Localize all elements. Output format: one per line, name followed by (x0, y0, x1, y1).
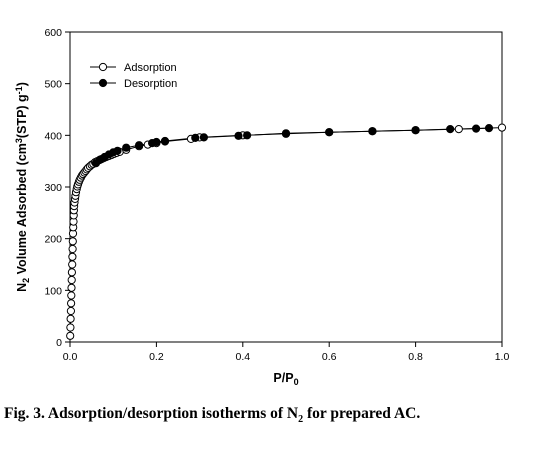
adsorption-point (66, 331, 75, 340)
desorption-point (281, 129, 291, 138)
y-tick-label: 200 (44, 234, 62, 246)
adsorption-point (67, 268, 77, 277)
series-markers (66, 123, 507, 340)
x-tick-label: 1.0 (495, 351, 510, 363)
desorption-point (122, 143, 131, 152)
desorption-point (160, 136, 170, 146)
desorption-point (135, 141, 144, 150)
legend: Adsorption Desorption (90, 62, 177, 90)
desorption-point (234, 131, 243, 140)
y-tick-label: 500 (44, 79, 62, 91)
series-line-adsorption (69, 127, 503, 336)
adsorption-point (67, 283, 76, 292)
y-tick-label: 0 (56, 337, 62, 349)
figure-caption: Fig. 3. Adsorption/desorption isotherms … (4, 405, 420, 425)
desorption-point (368, 127, 377, 136)
y-tick-label: 100 (44, 285, 62, 297)
adsorption-point (67, 275, 76, 285)
adsorption-point (68, 244, 77, 254)
y-axis-title: N2 Volume Adsorbed (cm3(STP) g-1) (14, 82, 31, 292)
x-axis-ticks: 0.0 0.2 0.4 0.6 0.8 1.0 (63, 342, 510, 363)
x-axis-title: P/P0 (273, 371, 298, 387)
legend-marker (98, 78, 108, 88)
adsorption-point (68, 252, 77, 261)
adsorption-point (66, 306, 76, 316)
legend-marker (98, 62, 108, 72)
x-tick-label: 0.2 (149, 351, 164, 363)
legend-label-desorption: Desorption (124, 78, 177, 90)
desorption-point (446, 125, 455, 134)
adsorption-point (454, 125, 463, 134)
adsorption-point (68, 260, 77, 269)
caption-suffix: for prepared AC. (303, 405, 421, 422)
x-tick-label: 0.0 (63, 351, 78, 363)
desorption-point (191, 133, 200, 142)
y-tick-label: 400 (44, 130, 62, 142)
x-tick-label: 0.8 (408, 351, 423, 363)
adsorption-point (66, 314, 75, 323)
adsorption-point (66, 323, 75, 332)
desorption-point (199, 133, 208, 142)
series-lines (69, 127, 503, 336)
desorption-point (243, 131, 252, 140)
x-tick-label: 0.6 (322, 351, 337, 363)
desorption-point (411, 126, 420, 135)
y-axis-ticks: 0 100 200 300 400 500 600 (44, 27, 70, 349)
adsorption-point (497, 123, 507, 132)
adsorption-point (67, 299, 76, 308)
desorption-point (472, 124, 481, 133)
caption-prefix: Fig. 3. Adsorption/desorption isotherms … (4, 405, 299, 422)
y-tick-label: 600 (44, 27, 62, 39)
isotherm-chart: 0.0 0.2 0.4 0.6 0.8 1.0 0 100 200 300 400 500 600 A… (14, 27, 510, 387)
x-tick-label: 0.4 (235, 351, 250, 363)
adsorption-point (68, 237, 77, 246)
y-tick-label: 300 (44, 182, 62, 194)
adsorption-point (67, 291, 76, 300)
plot-area (66, 31, 507, 343)
desorption-point (91, 159, 101, 168)
desorption-point (484, 124, 494, 133)
legend-label-adsorption: Adsorption (124, 62, 177, 74)
desorption-point (148, 139, 157, 148)
desorption-point (325, 128, 334, 137)
caption-subscript: 2 (298, 414, 304, 426)
x-axis-title-subscript: 0 (294, 377, 299, 387)
